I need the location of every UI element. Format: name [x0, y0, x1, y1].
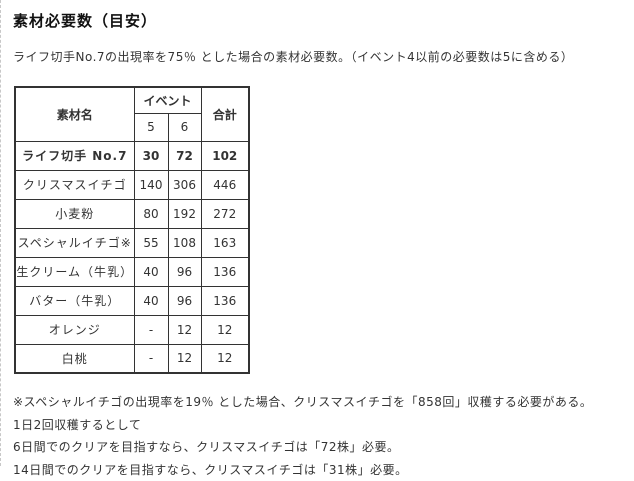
total-value: 272	[201, 199, 249, 228]
section-title: 素材必要数（目安）	[13, 10, 620, 31]
col-header-total: 合計	[201, 87, 249, 141]
event5-value: 40	[134, 257, 168, 286]
footnote-line: 14日間でのクリアを目指すなら、クリスマスイチゴは「31株」必要。	[13, 459, 620, 481]
table-row: バター（牛乳） 40 96 136	[15, 286, 249, 315]
total-value: 12	[201, 315, 249, 344]
table-row: 白桃 - 12 12	[15, 344, 249, 373]
total-value: 136	[201, 257, 249, 286]
event5-value: 40	[134, 286, 168, 315]
materials-table: 素材名 イベント 合計 5 6 ライフ切手 No.7 30 72 102 クリス…	[14, 86, 250, 374]
total-value: 163	[201, 228, 249, 257]
material-name: バター（牛乳）	[15, 286, 134, 315]
material-name: 生クリーム（牛乳）	[15, 257, 134, 286]
footnote-line: 6日間でのクリアを目指すなら、クリスマスイチゴは「72株」必要。	[13, 436, 620, 459]
table-row: オレンジ - 12 12	[15, 315, 249, 344]
event6-value: 96	[168, 286, 201, 315]
material-name: クリスマスイチゴ	[15, 170, 134, 199]
table-row: 小麦粉 80 192 272	[15, 199, 249, 228]
event6-value: 306	[168, 170, 201, 199]
col-header-event: イベント	[134, 87, 201, 113]
event6-value: 96	[168, 257, 201, 286]
table-header-row: 素材名 イベント 合計	[15, 87, 249, 113]
footnote-line: 1日2回収穫するとして	[13, 414, 620, 437]
event5-value: -	[134, 344, 168, 373]
material-name: ライフ切手 No.7	[15, 141, 134, 170]
table-row: スペシャルイチゴ※ 55 108 163	[15, 228, 249, 257]
event6-value: 72	[168, 141, 201, 170]
col-header-event-5: 5	[134, 113, 168, 141]
event5-value: 80	[134, 199, 168, 228]
total-value: 446	[201, 170, 249, 199]
table-row: ライフ切手 No.7 30 72 102	[15, 141, 249, 170]
event6-value: 192	[168, 199, 201, 228]
event6-value: 108	[168, 228, 201, 257]
event6-value: 12	[168, 315, 201, 344]
table-row: 生クリーム（牛乳） 40 96 136	[15, 257, 249, 286]
col-header-event-6: 6	[168, 113, 201, 141]
material-name: 白桃	[15, 344, 134, 373]
material-name: スペシャルイチゴ※	[15, 228, 134, 257]
table-row: クリスマスイチゴ 140 306 446	[15, 170, 249, 199]
event5-value: -	[134, 315, 168, 344]
material-name: 小麦粉	[15, 199, 134, 228]
total-value: 136	[201, 286, 249, 315]
intro-text: ライフ切手No.7の出現率を75％ とした場合の素材必要数。（イベント4以前の必…	[13, 48, 620, 65]
footnote-line: ※スペシャルイチゴの出現率を19％ とした場合、クリスマスイチゴを「858回」収…	[13, 391, 620, 414]
footnotes: ※スペシャルイチゴの出現率を19％ とした場合、クリスマスイチゴを「858回」収…	[13, 391, 620, 481]
total-value: 12	[201, 344, 249, 373]
event6-value: 12	[168, 344, 201, 373]
event5-value: 140	[134, 170, 168, 199]
col-header-material: 素材名	[15, 87, 134, 141]
material-name: オレンジ	[15, 315, 134, 344]
total-value: 102	[201, 141, 249, 170]
event5-value: 55	[134, 228, 168, 257]
event5-value: 30	[134, 141, 168, 170]
